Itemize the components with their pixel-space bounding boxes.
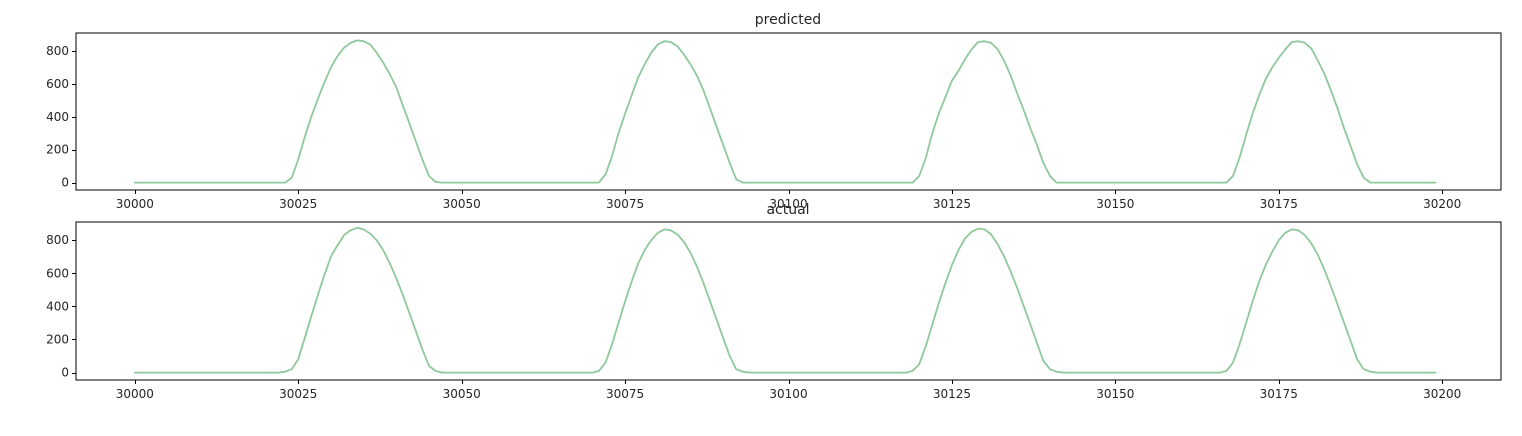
actual-ytick-label: 600 bbox=[46, 266, 69, 280]
predicted-panel: predicted 30000 30025 30050 30075 30100 30125… bbox=[46, 12, 1502, 211]
actual-ytick-label: 0 bbox=[61, 366, 69, 380]
predicted-xtick-label: 30050 bbox=[443, 197, 481, 211]
actual-xtick-label: 30075 bbox=[606, 387, 644, 401]
actual-xtick-label: 30175 bbox=[1260, 387, 1298, 401]
actual-xtick-label: 30050 bbox=[443, 387, 481, 401]
actual-xtick-label: 30025 bbox=[279, 387, 317, 401]
predicted-title: predicted bbox=[755, 12, 821, 28]
actual-series-group bbox=[133, 226, 1437, 374]
actual-axes-frame bbox=[75, 221, 1502, 381]
predicted-ytick-label: 400 bbox=[46, 110, 69, 124]
actual-ytick-label: 400 bbox=[46, 299, 69, 313]
actual-xtick-label: 30200 bbox=[1423, 387, 1461, 401]
actual-ytick-label: 800 bbox=[46, 233, 69, 247]
actual-ticks: 30000 30025 30050 30075 30100 30125 30150 30175… bbox=[46, 233, 1461, 401]
predicted-xtick-label: 30100 bbox=[769, 197, 807, 211]
actual-xtick-label: 30125 bbox=[933, 387, 971, 401]
predicted-xtick-label: 30150 bbox=[1096, 197, 1134, 211]
actual-series-line bbox=[133, 226, 1437, 374]
actual-xtick-label: 30000 bbox=[116, 387, 154, 401]
actual-xtick-label: 30100 bbox=[769, 387, 807, 401]
predicted-series-group bbox=[133, 39, 1437, 184]
predicted-xtick-label: 30025 bbox=[279, 197, 317, 211]
predicted-ytick-label: 800 bbox=[46, 44, 69, 58]
predicted-series-line bbox=[133, 39, 1437, 184]
actual-ytick-label: 200 bbox=[46, 332, 69, 346]
predicted-axes-frame bbox=[75, 32, 1502, 191]
actual-panel: 30000 30025 30050 30075 30100 30125 30150 30175… bbox=[46, 202, 1502, 401]
predicted-xtick-label: 30125 bbox=[933, 197, 971, 211]
predicted-ytick-label: 600 bbox=[46, 77, 69, 91]
predicted-xtick-label: 30075 bbox=[606, 197, 644, 211]
predicted-ytick-label: 200 bbox=[46, 143, 69, 157]
predicted-xtick-label: 30200 bbox=[1423, 197, 1461, 211]
actual-title: actual bbox=[766, 202, 809, 218]
predicted-xtick-label: 30000 bbox=[116, 197, 154, 211]
actual-xtick-label: 30150 bbox=[1096, 387, 1134, 401]
predicted-ytick-label: 0 bbox=[61, 176, 69, 190]
predicted-ticks: 30000 30025 30050 30075 30100 30125 30150 30175… bbox=[46, 44, 1461, 211]
predicted-xtick-label: 30175 bbox=[1260, 197, 1298, 211]
